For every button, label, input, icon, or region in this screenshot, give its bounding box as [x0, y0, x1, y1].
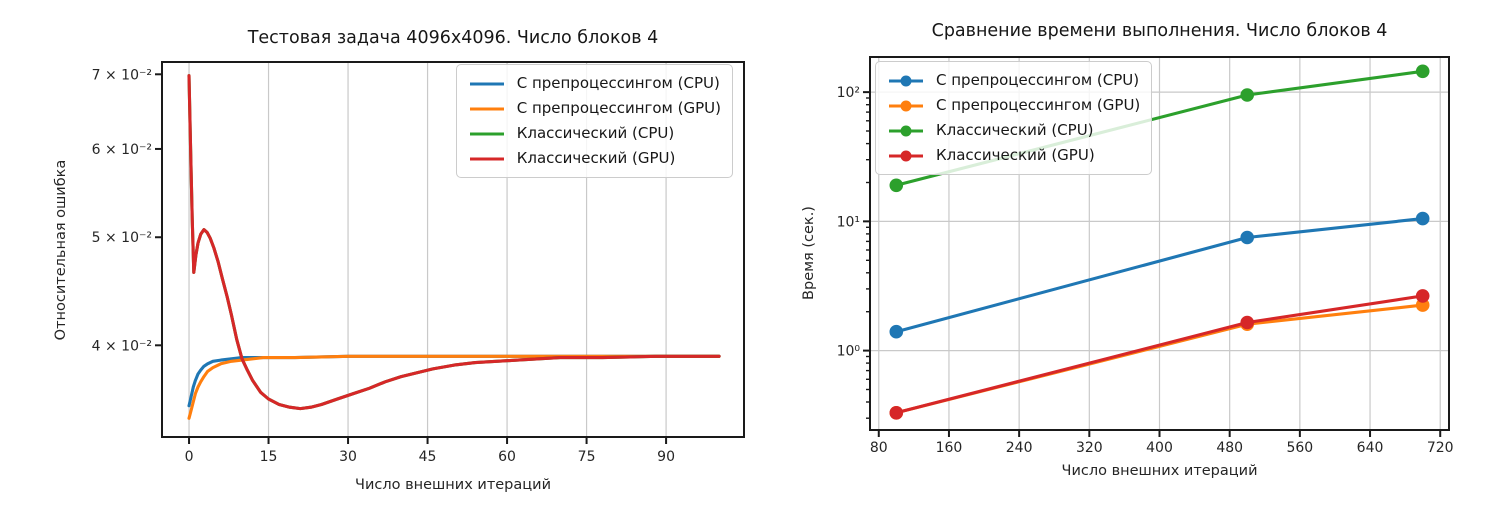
x-tick-label: 160	[936, 440, 963, 456]
x-tick-label: 0	[185, 449, 194, 465]
y-tick-label: 10⁰	[837, 344, 861, 360]
x-tick-label: 720	[1427, 440, 1454, 456]
left-x-axis-label: Число внешних итераций	[355, 477, 551, 493]
plot-border	[161, 61, 745, 438]
x-tick-label: 60	[498, 449, 516, 465]
x-tick-label: 400	[1146, 440, 1173, 456]
legend-item: С препроцессингом (GPU)	[887, 94, 1140, 117]
legend-item: Классический (GPU)	[887, 144, 1140, 167]
y-tick-label: 5 × 10⁻²	[92, 230, 152, 246]
x-tick-label: 560	[1286, 440, 1313, 456]
legend-line-swatch	[889, 100, 923, 111]
data-point-marker	[1415, 289, 1430, 303]
x-tick-label: 45	[419, 449, 437, 465]
legend-label: Классический (CPU)	[516, 124, 675, 142]
x-tick-label: 640	[1357, 440, 1384, 456]
legend-item: С препроцессингом (GPU)	[468, 97, 721, 120]
data-point-marker	[889, 406, 904, 420]
legend-label: Классический (GPU)	[936, 146, 1095, 164]
data-point-marker	[889, 324, 904, 339]
x-tick-label: 15	[260, 449, 278, 465]
legend-item: С препроцессингом (CPU)	[887, 69, 1140, 92]
data-point-marker	[1240, 315, 1254, 330]
data-point-marker	[889, 178, 904, 193]
x-tick-label: 30	[339, 449, 357, 465]
data-point-marker	[1240, 88, 1254, 102]
x-tick-label: 320	[1076, 440, 1103, 456]
legend-item: Классический (CPU)	[468, 122, 721, 145]
legend-line-swatch	[889, 150, 923, 161]
y-tick-label: 4 × 10⁻²	[92, 338, 152, 354]
legend-label: С препроцессингом (GPU)	[936, 96, 1141, 114]
left-chart-legend: С препроцессингом (CPU) С препроцессингом…	[455, 64, 733, 178]
x-tick-label: 75	[578, 449, 596, 465]
legend-label: Классический (CPU)	[936, 121, 1094, 139]
x-tick-label: 480	[1216, 440, 1243, 456]
legend-line-swatch	[889, 125, 923, 136]
legend-item: Классический (CPU)	[887, 119, 1140, 142]
legend-label: Классический (GPU)	[516, 149, 676, 167]
y-tick-label: 10²	[837, 85, 860, 101]
legend-label: С препроцессингом (CPU)	[936, 71, 1140, 89]
y-tick-label: 6 × 10⁻²	[92, 142, 152, 158]
legend-label: С препроцессингом (CPU)	[516, 74, 720, 92]
legend-line-swatch	[469, 157, 504, 160]
legend-item: С препроцессингом (CPU)	[468, 72, 721, 95]
right-chart-title: Сравнение времени выполнения. Число блок…	[931, 21, 1388, 41]
right-chart-legend: С препроцессингом (CPU) С препроцессингом…	[875, 61, 1153, 175]
x-tick-label: 240	[1006, 440, 1033, 456]
series-line-3	[187, 74, 721, 411]
right-x-axis-label: Число внешних итераций	[1061, 463, 1258, 479]
data-point-marker	[1240, 230, 1254, 245]
x-tick-label: 80	[870, 440, 888, 456]
x-tick-label: 90	[657, 449, 675, 465]
legend-line-swatch	[469, 107, 504, 110]
data-point-marker	[1415, 64, 1430, 79]
right-y-axis-label: Время (сек.)	[801, 206, 817, 300]
legend-label: С препроцессингом (GPU)	[516, 99, 721, 117]
data-point-marker	[1415, 211, 1430, 226]
time-vs-iterations-chart: 80 160 240 320 400 480 560 640 720 10⁰ 10¹ 10²	[837, 56, 1454, 456]
legend-line-swatch	[469, 132, 504, 135]
y-tick-label: 7 × 10⁻²	[92, 67, 152, 83]
legend-line-swatch	[469, 82, 504, 85]
left-y-axis-label: Относительная ошибка	[53, 159, 69, 341]
left-chart-title: Тестовая задача 4096x4096. Число блоков …	[247, 28, 659, 48]
legend-line-swatch	[889, 75, 923, 86]
series-line-1	[187, 354, 721, 420]
y-tick-label: 10¹	[837, 214, 860, 230]
legend-item: Классический (GPU)	[468, 147, 721, 170]
